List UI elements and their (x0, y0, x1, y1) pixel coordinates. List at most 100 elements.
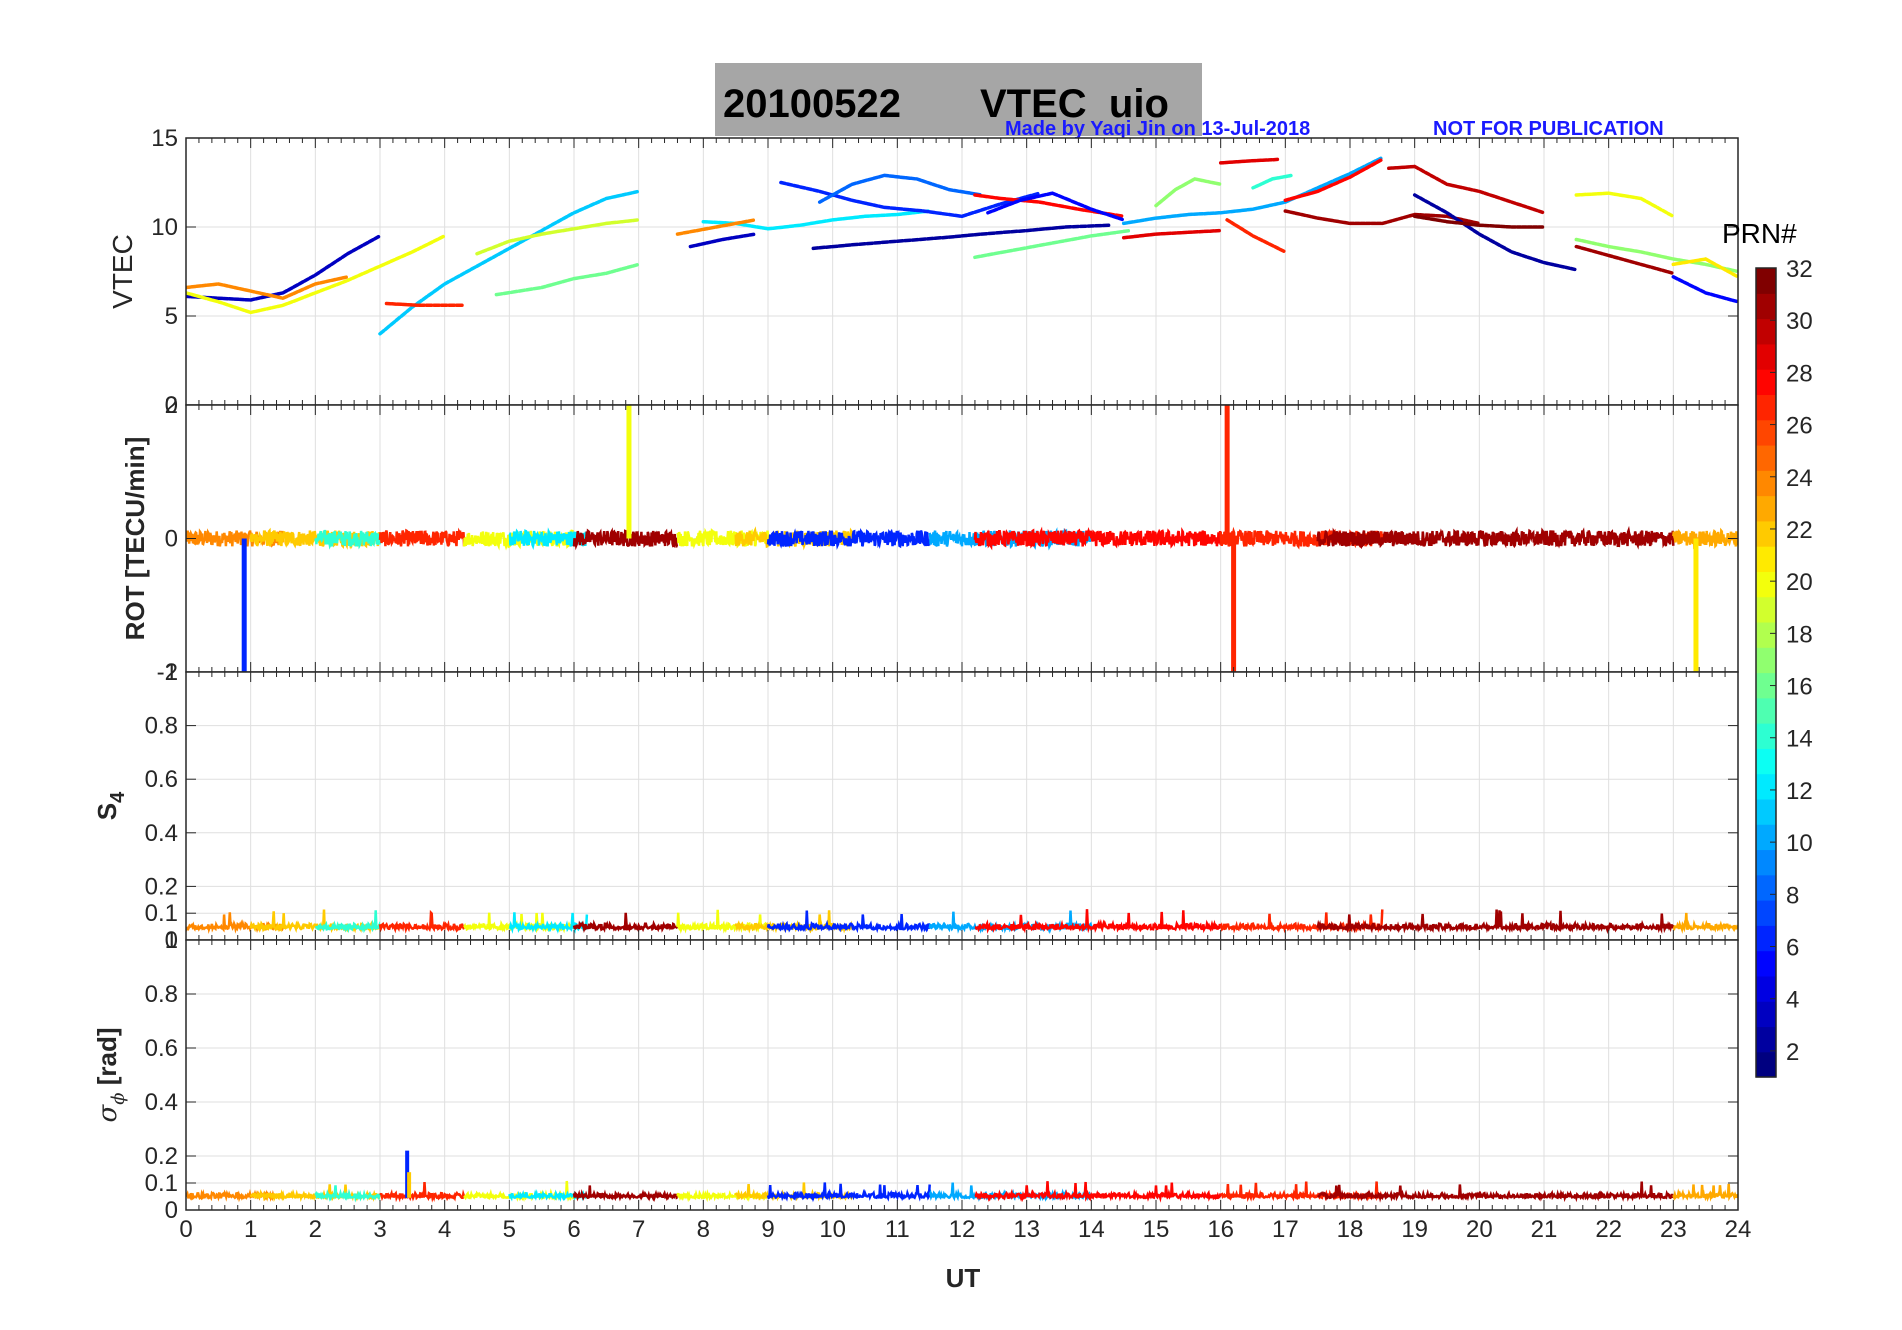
s4-series-prn-28 (974, 909, 1222, 934)
y-axis-label: ROT [TECU/min] (120, 437, 150, 641)
colorbar-swatch (1756, 900, 1776, 926)
y-tick-label: 0.6 (145, 766, 178, 793)
data-layer (186, 156, 1738, 336)
x-axis-label: UT (946, 1263, 981, 1293)
y-tick-label: 0.2 (145, 873, 178, 900)
rot-series-prn-6 (766, 527, 931, 550)
s4-series-prn-14 (315, 910, 382, 934)
x-tick-label: 16 (1207, 1216, 1234, 1243)
y-tick-label: 1 (165, 927, 178, 954)
colorbar-swatch (1756, 470, 1776, 497)
colorbar-swatch (1756, 1051, 1776, 1078)
data-layer (186, 405, 1738, 672)
colorbar-swatch (1756, 268, 1776, 294)
rot-series-prn-28 (973, 526, 1222, 551)
x-tick-label: 23 (1660, 1216, 1687, 1243)
sigma_phi-series-prn-28 (974, 1181, 1222, 1203)
colorbar-tick-label: 28 (1786, 360, 1813, 387)
sigma_phi-series-prn-23 (1672, 1183, 1738, 1202)
colorbar-swatch (1756, 394, 1776, 421)
colorbar-swatch (1756, 647, 1776, 674)
colorbar-swatch (1756, 520, 1776, 547)
colorbar-swatch (1756, 748, 1776, 775)
colorbar-swatch (1756, 824, 1776, 851)
x-tick-label: 15 (1143, 1216, 1170, 1243)
y-tick-label: 1 (165, 659, 178, 686)
vtec-series-prn-2 (1412, 193, 1577, 272)
colorbar-title: PRN# (1722, 218, 1797, 249)
sigma_phi-series-prn-31 (1316, 1184, 1416, 1203)
x-tick-label: 20 (1466, 1216, 1493, 1243)
y-tick-label: 0 (165, 526, 178, 553)
sigma_phi-series-prn-31 (572, 1185, 679, 1203)
y-tick-label: 10 (151, 214, 178, 241)
colorbar-tick-label: 30 (1786, 308, 1813, 335)
colorbar-swatch (1756, 773, 1776, 800)
x-tick-label: 24 (1725, 1216, 1752, 1243)
vtec-series-prn-30 (1387, 164, 1545, 215)
colorbar-tick-label: 8 (1786, 882, 1799, 909)
vtec-series-prn-31 (1574, 244, 1674, 275)
vtec-series-prn-14 (1251, 173, 1293, 190)
x-tick-label: 12 (949, 1216, 976, 1243)
x-tick-label: 8 (697, 1216, 710, 1243)
x-tick-label: 18 (1337, 1216, 1364, 1243)
x-tick-label: 7 (632, 1216, 645, 1243)
y-tick-label: 0.8 (145, 981, 178, 1008)
colorbar-frame (1755, 267, 1777, 1078)
rot-series-prn-31 (1316, 527, 1416, 550)
s4-series-prn-31 (1316, 914, 1416, 934)
colorbar-swatch (1756, 723, 1776, 749)
colorbar-swatch (1756, 975, 1776, 1002)
x-tick-label: 21 (1531, 1216, 1558, 1243)
x-tick-label: 13 (1013, 1216, 1040, 1243)
s4-series-prn-6 (766, 910, 931, 934)
x-tick-label: 6 (567, 1216, 580, 1243)
figure-header: 20100522 VTEC uio Made by Yaqi Jin on 13… (715, 63, 1664, 140)
vtec-series-prn-12 (701, 209, 930, 231)
colorbar-swatch (1756, 849, 1776, 876)
y-tick-label: 0.4 (145, 1089, 178, 1116)
title-date: 20100522 (723, 82, 901, 126)
colorbar-swatch (1756, 798, 1776, 825)
y-axis-label: S4 (92, 791, 129, 820)
rot-series-prn-23 (1672, 527, 1738, 550)
y-tick-label: 5 (165, 303, 178, 330)
x-tick-label: 0 (179, 1216, 192, 1243)
vtec-series-prn-5 (1671, 275, 1738, 304)
vtec-series-prn-20 (186, 234, 445, 315)
y-tick-label: -2 (157, 659, 178, 686)
vtec-series-prn-3 (688, 232, 756, 249)
vtec-series-prn-29 (1121, 228, 1221, 240)
vtec-panel: 0 5 10 15 VTEC (107, 125, 1739, 419)
rot-series-prn-31 (572, 527, 679, 551)
y-axis-label: VTEC (107, 234, 138, 309)
vtec-series-prn-24 (675, 218, 756, 236)
vtec-series-prn-32 (1412, 214, 1545, 229)
vtec-series-prn-2 (811, 223, 1111, 251)
credit-author: Made by Yaqi Jin on 13-Jul-2018 (1005, 118, 1310, 140)
vtec-series-prn-28 (1283, 158, 1383, 203)
colorbar-tick-label: 6 (1786, 935, 1799, 962)
sigma_phi-series-prn-6 (766, 1182, 931, 1203)
y-tick-label: 15 (151, 125, 178, 152)
x-tick-label: 4 (438, 1216, 451, 1243)
x-axis: UT 0 1 2 3 4 5 6 7 8 9 10 11 12 13 14 15 16 17 18 19 20 21 22 2… (179, 1216, 1751, 1293)
sigma_phi-series-prn-14 (314, 1185, 382, 1203)
colorbar-swatch (1756, 571, 1776, 598)
rot-series-prn-22 (249, 527, 382, 550)
y-tick-label: 0.1 (145, 900, 178, 927)
colorbar-tick-label: 14 (1786, 726, 1813, 753)
vtec-series-prn-24 (186, 275, 348, 300)
y-tick-label: 0.2 (145, 1143, 178, 1170)
x-tick-label: 17 (1272, 1216, 1299, 1243)
vtec-series-prn-20 (1574, 191, 1674, 218)
colorbar-swatch (1756, 546, 1776, 572)
x-tick-label: 1 (244, 1216, 257, 1243)
colorbar-swatch (1756, 950, 1776, 977)
x-tick-label: 2 (309, 1216, 322, 1243)
y-tick-label: 0 (165, 927, 178, 954)
vtec-series-prn-19 (475, 218, 639, 256)
